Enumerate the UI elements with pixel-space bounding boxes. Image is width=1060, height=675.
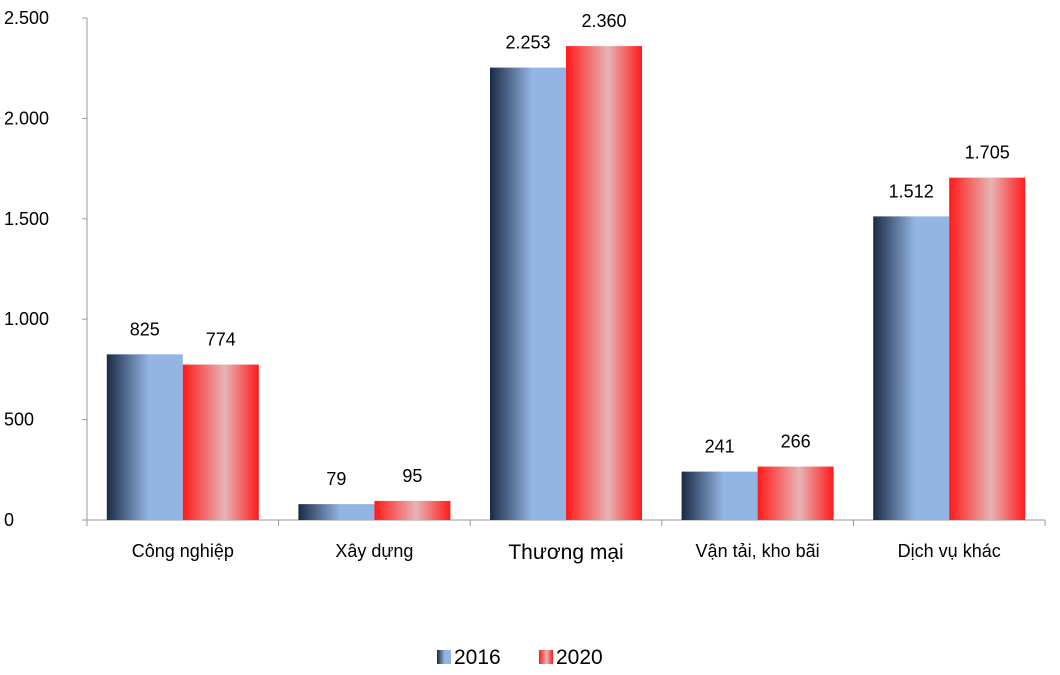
x-tick-label: Dịch vụ khác xyxy=(898,541,1001,561)
legend-label: 2020 xyxy=(556,646,603,669)
legend-swatch-2020 xyxy=(539,650,553,664)
y-tick-label: 1.000 xyxy=(4,309,49,329)
x-axis: Công nghiệp Xây dựng Thương mại Vận tải, kh… xyxy=(86,519,1046,564)
bar-2020-0 xyxy=(182,364,259,520)
y-tick-label: 0 xyxy=(4,510,14,530)
data-label: 241 xyxy=(705,437,735,457)
data-label: 95 xyxy=(402,466,422,486)
bar-2016-2 xyxy=(490,67,566,521)
legend-swatch-2016 xyxy=(437,650,451,664)
bar-2020-4 xyxy=(949,177,1026,521)
bar-2020-3 xyxy=(757,466,834,520)
data-label: 825 xyxy=(130,319,160,339)
legend-label: 2016 xyxy=(454,646,501,669)
data-label: 2.360 xyxy=(581,11,626,31)
bars xyxy=(106,46,1026,521)
y-axis: 0 500 1.000 1.500 2.000 2.500 xyxy=(4,8,88,530)
data-label: 1.512 xyxy=(889,181,934,201)
bar-2016-3 xyxy=(681,471,758,520)
y-tick-label: 2.500 xyxy=(4,8,49,28)
y-tick-label: 2.000 xyxy=(4,108,49,128)
x-tick-label: Xây dựng xyxy=(335,541,413,561)
bar-2016-1 xyxy=(298,504,375,520)
x-tick-label: Thương mại xyxy=(508,541,623,564)
bar-2020-1 xyxy=(374,500,451,520)
bar-2020-2 xyxy=(566,46,642,520)
data-label: 774 xyxy=(206,330,236,350)
x-tick-label: Vận tải, kho bãi xyxy=(696,541,820,561)
data-label: 1.705 xyxy=(965,143,1010,163)
y-tick-label: 1.500 xyxy=(4,209,49,229)
data-label: 79 xyxy=(326,469,346,489)
bar-2016-4 xyxy=(873,216,950,521)
data-label: 266 xyxy=(781,432,811,452)
y-tick-label: 500 xyxy=(4,410,34,430)
x-tick-label: Công nghiệp xyxy=(132,541,234,561)
legend: 2016 2020 xyxy=(437,646,603,669)
bar-2016-0 xyxy=(106,354,183,520)
data-label: 2.253 xyxy=(505,33,550,53)
data-labels: 825 79 2.253 241 1.512 774 95 2.360 266 1.705 xyxy=(130,11,1010,489)
